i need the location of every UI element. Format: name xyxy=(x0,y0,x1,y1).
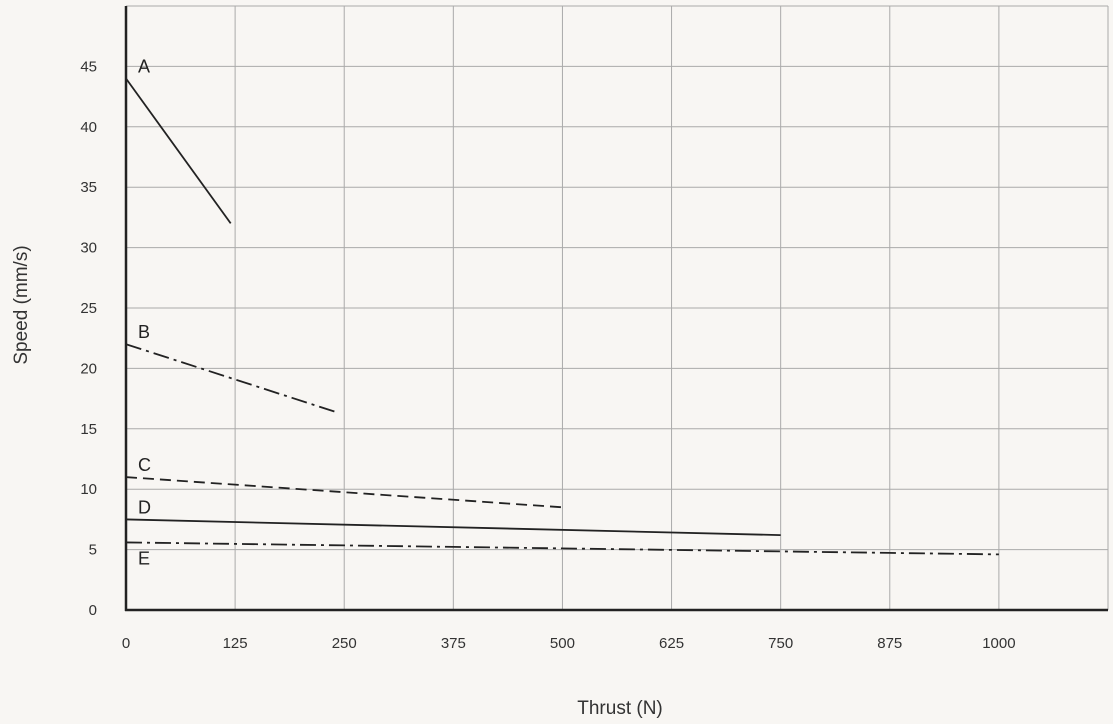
tick-labels: 0 125 250 375 500 625 750 875 1000 0 5 10 15 20 25 30 35… xyxy=(80,58,1015,652)
y-axis-title: Speed (mm/s) xyxy=(11,245,32,364)
y-tick-label: 45 xyxy=(80,58,97,75)
series-line-e xyxy=(125,541,999,556)
x-axis-title: Thrust (N) xyxy=(577,698,663,719)
series-label-e: E xyxy=(138,548,150,568)
x-tick-label: 1000 xyxy=(982,635,1015,652)
series-line-c xyxy=(125,476,563,509)
x-tick-label: 250 xyxy=(332,635,357,652)
x-tick-label: 375 xyxy=(441,635,466,652)
series-label-a: A xyxy=(138,56,150,76)
y-tick-label: 40 xyxy=(80,119,97,136)
y-tick-label: 0 xyxy=(89,602,97,619)
series-label-d: D xyxy=(138,497,151,517)
y-tick-label: 20 xyxy=(80,360,97,377)
series-lines xyxy=(125,77,999,556)
x-tick-label: 500 xyxy=(550,635,575,652)
x-tick-label: 750 xyxy=(768,635,793,652)
series-labels: A B C D E xyxy=(138,56,151,568)
axes xyxy=(124,6,1108,612)
series-label-b: B xyxy=(138,322,150,342)
series-line-d xyxy=(125,518,781,536)
x-tick-label: 125 xyxy=(223,635,248,652)
y-tick-label: 25 xyxy=(80,300,97,317)
y-tick-label: 35 xyxy=(80,179,97,196)
grid-lines xyxy=(126,5,1109,610)
y-tick-label: 10 xyxy=(80,481,97,498)
y-tick-label: 5 xyxy=(89,542,97,559)
x-tick-label: 625 xyxy=(659,635,684,652)
x-tick-label: 875 xyxy=(877,635,902,652)
y-tick-label: 30 xyxy=(80,240,97,257)
x-tick-label: 0 xyxy=(122,635,130,652)
series-line-b xyxy=(125,343,336,413)
series-line-a xyxy=(125,77,232,224)
y-tick-label: 15 xyxy=(80,421,97,438)
series-label-c: C xyxy=(138,455,151,475)
